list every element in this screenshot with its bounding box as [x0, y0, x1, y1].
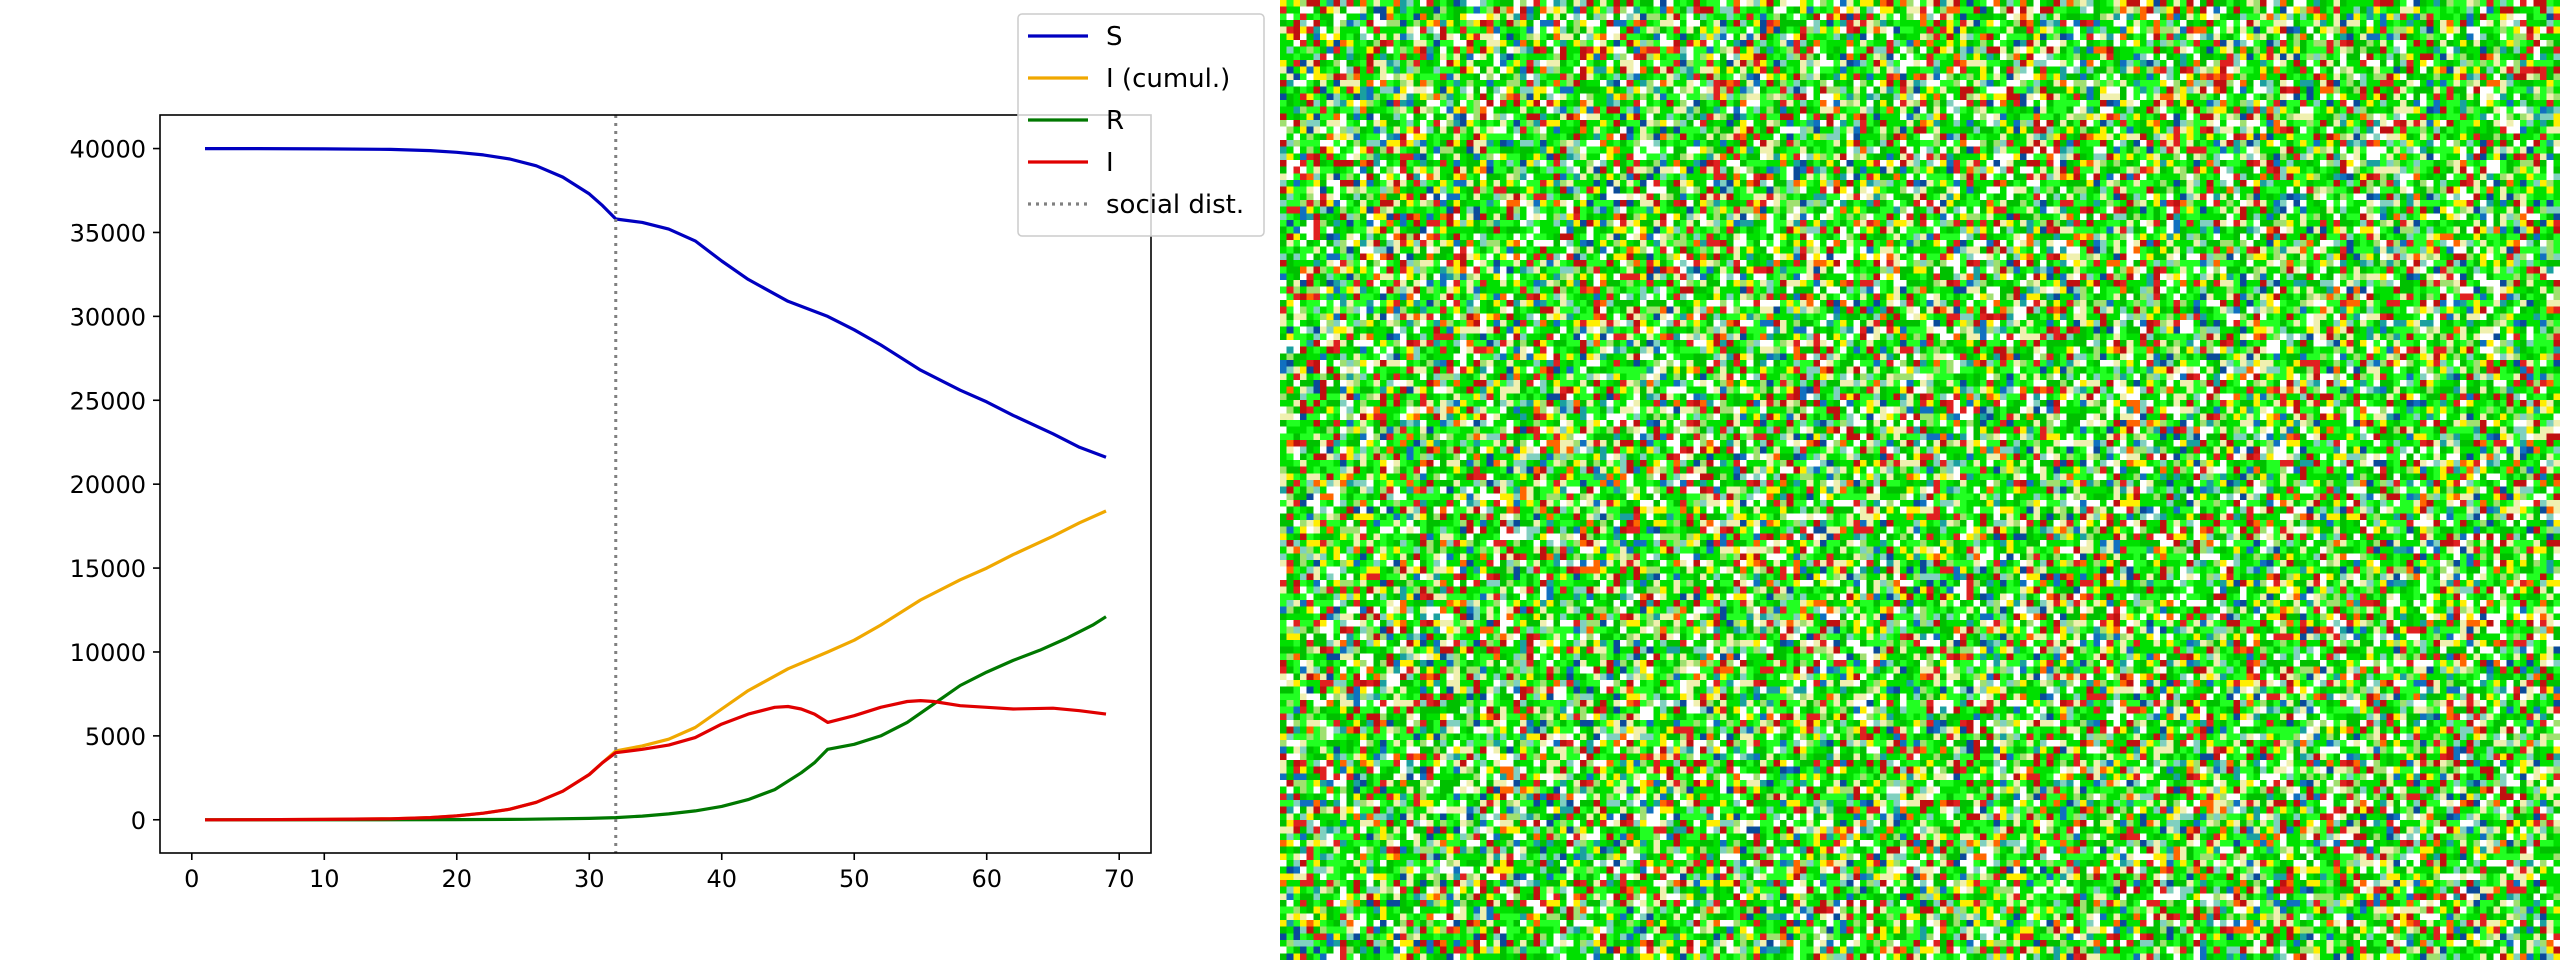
series-line-2 [205, 615, 1107, 822]
y-axis: 0 5000 10000 15000 20000 25000 30000 35000 40000 [70, 136, 160, 835]
x-tick-label: 20 [441, 865, 472, 893]
y-tick-label: 40000 [70, 136, 146, 164]
legend-label: R [1106, 106, 1124, 136]
series-line-3 [204, 698, 1107, 822]
x-tick-label: 70 [1104, 865, 1135, 893]
noise-image-panel [1280, 0, 2560, 960]
legend-box [1017, 13, 1265, 237]
y-tick-label: 20000 [70, 471, 146, 499]
x-tick-label: 40 [706, 865, 737, 893]
y-tick-label: 35000 [70, 219, 146, 247]
x-axis: 0 10 20 30 40 50 60 70 [184, 853, 1134, 893]
y-tick-label: 15000 [70, 555, 146, 583]
y-tick-label: 25000 [70, 387, 146, 415]
x-tick-label: 60 [971, 865, 1002, 893]
legend-label: S [1106, 22, 1123, 52]
x-tick-label: 50 [839, 865, 870, 893]
y-tick-label: 5000 [85, 723, 146, 751]
y-tick-label: 0 [131, 807, 146, 835]
legend-label: I [1106, 148, 1114, 178]
x-tick-label: 0 [184, 865, 199, 893]
series-line-1 [204, 509, 1107, 822]
x-tick-label: 30 [574, 865, 605, 893]
legend-label: social dist. [1106, 190, 1244, 220]
line-chart: 0 10 20 30 40 50 60 70 0 5000 10000 15000 20000 2500… [70, 13, 1265, 893]
y-tick-label: 10000 [70, 639, 146, 667]
y-tick-label: 30000 [70, 303, 146, 331]
x-tick-label: 10 [309, 865, 340, 893]
series-line-0 [205, 147, 1107, 459]
series-layer [204, 147, 1107, 822]
legend-label: I (cumul.) [1106, 64, 1230, 94]
